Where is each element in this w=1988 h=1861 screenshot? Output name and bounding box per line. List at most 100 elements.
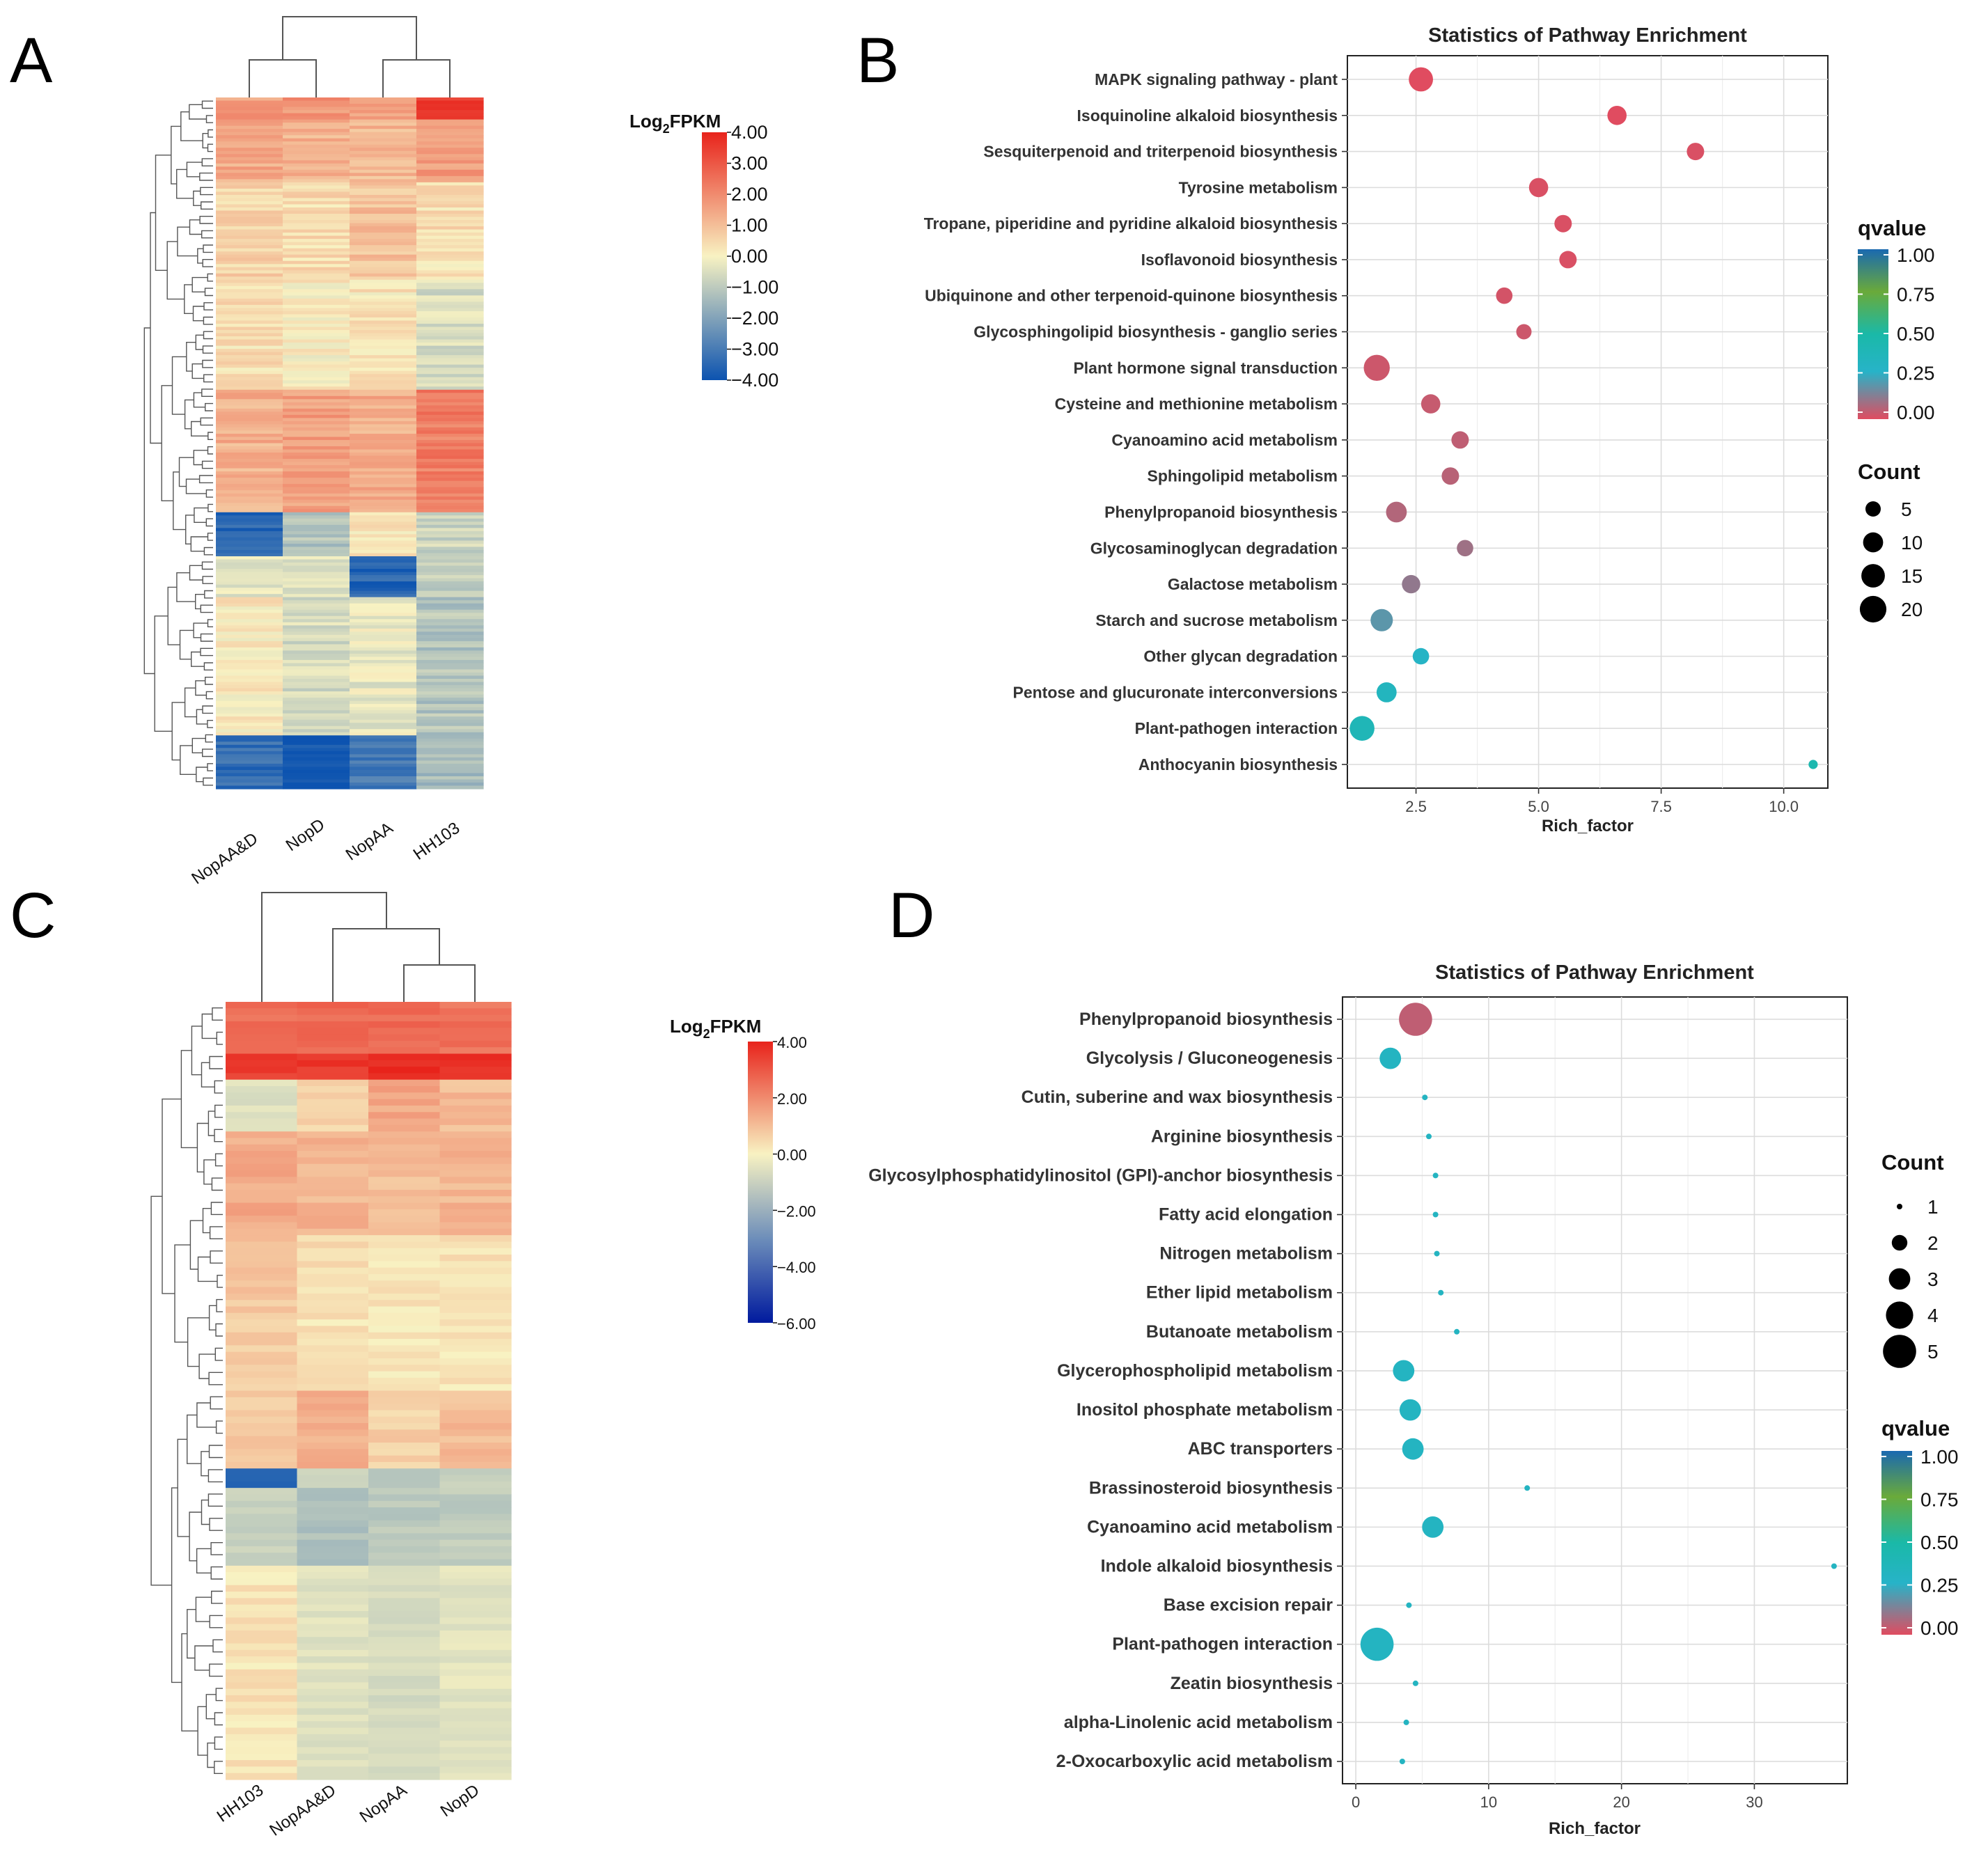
- heatmap-cell: [216, 723, 283, 727]
- heatmap-cell: [216, 175, 283, 180]
- heatmap-cell: [368, 1592, 441, 1599]
- heatmap-cell: [416, 446, 484, 450]
- heatmap-cell: [283, 453, 350, 457]
- heatmap-cell: [297, 1449, 369, 1456]
- heatmap-a-column-label: NopAA: [343, 819, 397, 865]
- count-legend-dot: [1865, 501, 1881, 517]
- heatmap-cell: [283, 349, 350, 353]
- count-legend-label: 1: [1927, 1196, 1939, 1218]
- heatmap-cell: [439, 1138, 512, 1145]
- heatmap-cell: [216, 572, 283, 576]
- heatmap-cell: [368, 1488, 441, 1495]
- heatmap-cell: [283, 421, 350, 425]
- heatmap-cell: [416, 141, 484, 146]
- dendrogram-branch: [167, 586, 180, 645]
- heatmap-cell: [283, 650, 350, 654]
- data-point: [1441, 467, 1459, 485]
- heatmap-cell: [350, 590, 417, 595]
- heatmap-cell: [297, 1202, 369, 1210]
- heatmap-cell: [283, 537, 350, 542]
- heatmap-cell: [283, 615, 350, 620]
- heatmap-cell: [350, 308, 417, 312]
- heatmap-cell: [283, 343, 350, 347]
- heatmap-cell: [439, 1688, 512, 1696]
- heatmap-cell: [350, 572, 417, 576]
- dendrogram-branch: [205, 115, 213, 123]
- heatmap-cell: [416, 698, 484, 702]
- heatmap-cell: [216, 509, 283, 513]
- heatmap-cell: [416, 748, 484, 752]
- heatmap-cell: [350, 285, 417, 290]
- heatmap-cell: [350, 663, 417, 667]
- colorbar-tick-label: −4.00: [777, 1259, 816, 1276]
- heatmap-cell: [350, 547, 417, 551]
- heatmap-cell: [216, 751, 283, 755]
- heatmap-cell: [368, 1157, 441, 1165]
- heatmap-cell: [368, 1306, 441, 1314]
- data-point: [1524, 1485, 1531, 1491]
- heatmap-cell: [283, 285, 350, 290]
- heatmap-cell: [350, 370, 417, 375]
- heatmap-cell: [216, 631, 283, 636]
- heatmap-cell: [297, 1008, 369, 1016]
- heatmap-cell: [283, 735, 350, 739]
- heatmap-cell: [416, 314, 484, 318]
- heatmap-cell: [350, 97, 417, 102]
- heatmap-cell: [439, 1377, 512, 1385]
- heatmap-cell: [350, 600, 417, 604]
- heatmap-cell: [439, 1216, 512, 1223]
- heatmap-cell: [439, 1604, 512, 1612]
- heatmap-cell: [216, 421, 283, 425]
- heatmap-cell: [439, 1507, 512, 1514]
- heatmap-cell: [350, 173, 417, 177]
- heatmap-cell: [350, 725, 417, 730]
- heatmap-cell: [216, 638, 283, 642]
- heatmap-cell: [283, 182, 350, 186]
- heatmap-cell: [439, 1741, 512, 1748]
- heatmap-cell: [226, 1157, 298, 1165]
- heatmap-cell: [416, 343, 484, 347]
- count-legend-dot: [1888, 1268, 1911, 1290]
- heatmap-cell: [283, 622, 350, 626]
- heatmap-cell: [226, 1319, 298, 1327]
- heatmap-cell: [368, 1461, 441, 1469]
- dendrogram-branch: [203, 374, 213, 383]
- heatmap-cell: [368, 1092, 441, 1100]
- data-point: [1451, 431, 1469, 449]
- dendrogram-branch: [203, 244, 213, 253]
- heatmap-cell: [216, 229, 283, 233]
- heatmap-cell: [368, 1643, 441, 1651]
- heatmap-cell: [297, 1526, 369, 1534]
- heatmap-cell: [283, 782, 350, 787]
- heatmap-cell: [350, 484, 417, 488]
- heatmap-cell: [439, 1067, 512, 1074]
- dendrogram-branch: [180, 1050, 198, 1149]
- heatmap-cell: [226, 1624, 298, 1631]
- dendrogram-branch: [201, 230, 213, 239]
- heatmap-cell: [350, 229, 417, 233]
- heatmap-cell: [216, 129, 283, 133]
- heatmap-cell: [297, 1047, 369, 1055]
- count-legend-label: 3: [1927, 1269, 1939, 1290]
- heatmap-cell: [297, 1358, 369, 1365]
- heatmap-cell: [283, 235, 350, 240]
- heatmap-cell: [216, 150, 283, 155]
- heatmap-cell: [216, 474, 283, 478]
- colorbar-tick-label: −6.00: [777, 1315, 816, 1333]
- heatmap-cell: [226, 1034, 298, 1042]
- heatmap-cell: [439, 1663, 512, 1670]
- heatmap-cell: [226, 1669, 298, 1677]
- heatmap-cell: [216, 424, 283, 428]
- heatmap-cell: [216, 345, 283, 350]
- heatmap-cell: [416, 182, 484, 186]
- heatmap-cell: [368, 1008, 441, 1016]
- heatmap-cell: [226, 1280, 298, 1288]
- heatmap-cell: [416, 644, 484, 648]
- category-label: Ether lipid metabolism: [1146, 1283, 1333, 1303]
- heatmap-cell: [368, 1578, 441, 1586]
- heatmap-cell: [350, 478, 417, 482]
- heatmap-c-row-dendrogram: [150, 1007, 223, 1774]
- count-legend-dot: [1891, 1234, 1908, 1251]
- heatmap-cell: [350, 549, 417, 554]
- heatmap-cell: [283, 424, 350, 428]
